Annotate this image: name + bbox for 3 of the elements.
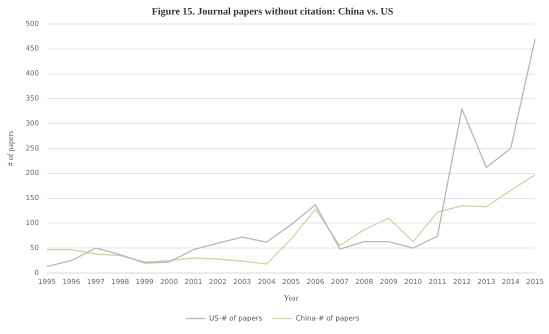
- y-axis-title: # of papers: [6, 130, 15, 166]
- x-axis-title: Year: [284, 293, 299, 302]
- chart-title: Figure 15. Journal papers without citation: China vs. US: [152, 6, 394, 18]
